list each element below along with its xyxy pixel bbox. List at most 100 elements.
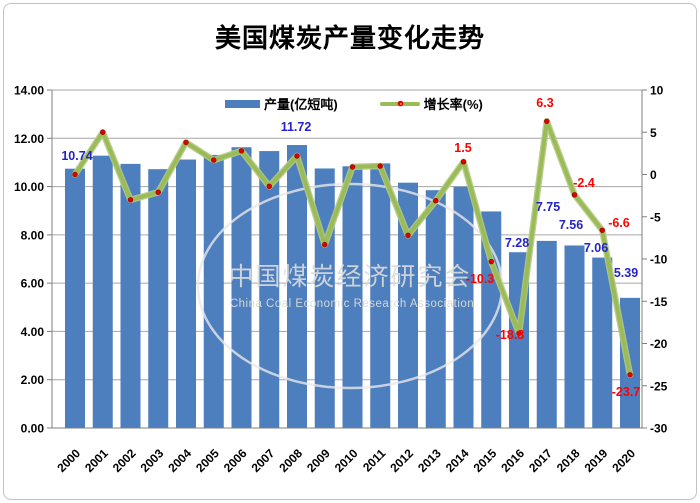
left-axis-tick-label: 12.00 <box>14 132 44 146</box>
bar-2011 <box>370 163 391 428</box>
bar-2000 <box>65 168 85 428</box>
chart-title: 美国煤炭产量变化走势 <box>214 24 485 53</box>
line-point-2006 <box>238 148 245 154</box>
left-axis-tick-label: 6.00 <box>21 277 45 291</box>
bar-value-label-2018: 7.56 <box>559 218 583 232</box>
x-axis-label: 2012 <box>387 446 416 475</box>
marker-series <box>72 118 633 378</box>
bar-2008 <box>287 145 307 428</box>
bar-2003 <box>148 169 169 428</box>
right-axis-tick-label: -15 <box>650 295 668 309</box>
x-axis-label: 2017 <box>526 446 555 475</box>
line-point-2008 <box>294 153 300 159</box>
line-point-2005 <box>211 157 217 163</box>
bar-value-label-2019: 7.06 <box>584 241 608 255</box>
line-point-2014 <box>460 159 467 165</box>
bar-value-label-2008: 11.72 <box>281 120 312 134</box>
right-axis-tick-label: 0 <box>650 168 657 182</box>
line-point-2020 <box>627 372 633 378</box>
bar-2001 <box>92 155 113 428</box>
bar-2014 <box>453 186 474 428</box>
x-axis-label: 2009 <box>304 446 333 475</box>
legend: 产量(亿短吨) 增长率(%) <box>225 94 483 113</box>
bar-value-label-2017: 7.75 <box>536 200 560 214</box>
bar-2007 <box>259 151 280 428</box>
left-axis-tick-label: 0.00 <box>21 422 45 436</box>
x-axis-label: 2003 <box>138 446 167 475</box>
line-series-swatch-icon <box>379 100 420 106</box>
legend-item-production: 产量(亿短吨) <box>225 94 338 113</box>
line-point-2018 <box>571 192 578 198</box>
x-axis-label: 2006 <box>221 446 250 475</box>
line-value-label-2019: -6.6 <box>608 216 630 230</box>
x-axis-label: 2015 <box>471 446 500 475</box>
bar-value-label-2016: 7.28 <box>505 236 529 250</box>
left-axis-tick-label: 14.00 <box>14 84 44 98</box>
line-value-label-2020: -23.7 <box>612 385 641 399</box>
x-axis-label: 2018 <box>554 446 583 475</box>
bar-2010 <box>342 166 363 428</box>
line-value-label-2015: -10.3 <box>466 272 495 286</box>
bar-2017 <box>536 240 557 428</box>
line-point-2011 <box>377 163 383 169</box>
legend-label-growth: 增长率(%) <box>423 97 483 112</box>
line-point-2012 <box>405 232 411 239</box>
right-axis-tick-label: 5 <box>650 126 657 140</box>
line-point-2009 <box>322 241 328 248</box>
line-point-2016 <box>516 330 522 337</box>
watermark-text-cn: 中国煤炭经济研究会 <box>228 263 471 291</box>
x-axis-label: 2014 <box>443 446 472 475</box>
line-value-label-2014: 1.5 <box>454 141 471 155</box>
left-axis-tick-label: 2.00 <box>21 373 45 387</box>
line-value-label-2016: -18.8 <box>496 328 525 342</box>
bar-2012 <box>398 182 418 428</box>
line-point-2001 <box>100 129 106 135</box>
bar-2018 <box>564 245 585 428</box>
x-axis-label: 2004 <box>165 446 194 475</box>
bar-2002 <box>120 163 141 428</box>
bar-2004 <box>176 159 196 428</box>
line-point-2010 <box>349 164 356 170</box>
line-point-2015 <box>488 258 494 265</box>
line-value-label-2017: 6.3 <box>536 96 553 110</box>
x-axis-label: 2010 <box>332 446 361 475</box>
right-axis-tick-label: 10 <box>650 84 664 98</box>
legend-label-production: 产量(亿短吨) <box>264 97 338 112</box>
x-axis-label: 2013 <box>415 446 444 475</box>
x-axis-label: 2001 <box>82 446 111 475</box>
right-axis-tick-label: -25 <box>650 379 668 393</box>
left-axis-tick-label: 10.00 <box>14 180 44 194</box>
x-axis-label: 2011 <box>360 446 389 475</box>
line-point-2017 <box>544 118 550 124</box>
line-point-2013 <box>433 197 439 204</box>
x-axis-label: 2020 <box>609 446 638 475</box>
legend-item-growth: 增长率(%) <box>379 94 483 113</box>
bar-2005 <box>203 154 224 429</box>
x-axis-label: 2005 <box>193 446 222 475</box>
right-axis-tick-label: -20 <box>650 337 668 351</box>
x-axis-label: 2008 <box>276 446 305 475</box>
x-axis-label: 2002 <box>110 446 139 475</box>
bar-value-label-2020: 5.39 <box>614 266 638 280</box>
bar-value-label-2000: 10.74 <box>61 149 92 163</box>
line-point-2004 <box>183 139 189 146</box>
x-axis-label: 2019 <box>582 446 611 475</box>
line-marker-icon <box>397 100 403 106</box>
x-axis-label: 2016 <box>498 446 527 475</box>
left-axis-tick-label: 8.00 <box>21 228 45 242</box>
right-axis-tick-label: -5 <box>650 210 661 224</box>
line-point-2002 <box>127 197 134 203</box>
line-value-label-2018: -2.4 <box>573 176 595 190</box>
right-axis-tick-label: -30 <box>650 422 668 436</box>
line-point-2019 <box>599 227 605 233</box>
left-axis-tick-label: 4.00 <box>21 325 45 339</box>
line-point-2000 <box>72 171 78 178</box>
x-axis-label: 2007 <box>249 446 278 475</box>
x-axis-label: 2000 <box>54 446 83 475</box>
line-point-2003 <box>155 189 161 195</box>
right-axis-tick-label: -10 <box>650 253 668 267</box>
bar-2019 <box>592 257 613 428</box>
watermark-text-en: China Coal Economic Research Association <box>230 298 474 310</box>
